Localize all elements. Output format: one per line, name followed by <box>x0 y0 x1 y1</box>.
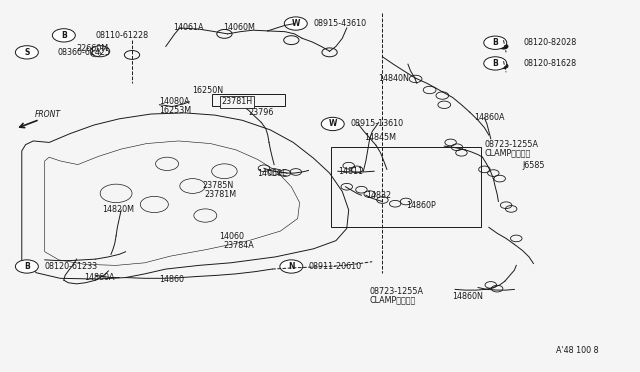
Text: B: B <box>492 59 498 68</box>
Text: 16253M: 16253M <box>159 106 191 115</box>
Text: 14860P: 14860P <box>406 201 436 210</box>
Text: 23785N: 23785N <box>202 181 234 190</box>
Circle shape <box>52 29 76 42</box>
Text: 14845M: 14845M <box>365 133 397 142</box>
Circle shape <box>284 17 307 30</box>
Text: J6585: J6585 <box>523 161 545 170</box>
Circle shape <box>484 36 507 49</box>
Text: 14820M: 14820M <box>102 205 134 215</box>
Text: B: B <box>24 262 29 271</box>
Text: N: N <box>288 262 294 271</box>
Circle shape <box>15 260 38 273</box>
Text: 14832: 14832 <box>366 191 391 200</box>
Text: 23781M: 23781M <box>204 190 236 199</box>
Text: W: W <box>328 119 337 128</box>
Text: W: W <box>292 19 300 28</box>
Bar <box>332 147 481 227</box>
Circle shape <box>484 57 507 70</box>
Text: 14811: 14811 <box>338 167 363 176</box>
Text: 14061A: 14061A <box>173 23 204 32</box>
Circle shape <box>499 63 508 68</box>
Text: 14860A: 14860A <box>474 113 505 122</box>
Bar <box>212 94 285 106</box>
Text: 22660M: 22660M <box>77 44 109 53</box>
Text: A'48 100 8: A'48 100 8 <box>556 346 598 355</box>
Text: 08915-13610: 08915-13610 <box>351 119 404 128</box>
Circle shape <box>499 44 508 49</box>
Circle shape <box>15 46 38 59</box>
Text: 23796: 23796 <box>248 108 274 117</box>
Text: FRONT: FRONT <box>35 110 61 119</box>
Text: 08911-20610: 08911-20610 <box>308 262 362 271</box>
Text: 08723-1255A: 08723-1255A <box>370 287 424 296</box>
Text: S: S <box>24 48 29 57</box>
Text: 14860N: 14860N <box>452 292 483 301</box>
Text: 08120-82028: 08120-82028 <box>524 38 577 47</box>
Text: 14860: 14860 <box>159 275 184 283</box>
Text: 08360-61425: 08360-61425 <box>58 48 111 57</box>
Text: 08915-43610: 08915-43610 <box>314 19 367 28</box>
Text: B: B <box>61 31 67 40</box>
Text: 23781H: 23781H <box>221 97 252 106</box>
Circle shape <box>280 260 303 273</box>
Text: 23784A: 23784A <box>223 241 254 250</box>
Text: 08723-1255A: 08723-1255A <box>484 140 538 149</box>
Text: 14860A: 14860A <box>84 273 115 282</box>
Text: B: B <box>492 38 498 47</box>
Text: 08120-81628: 08120-81628 <box>524 59 577 68</box>
Text: 08110-61228: 08110-61228 <box>96 31 149 40</box>
Text: 14060M: 14060M <box>223 23 255 32</box>
Text: 14060E: 14060E <box>257 169 287 177</box>
Text: CLAMPクランプ: CLAMPクランプ <box>370 295 416 304</box>
Text: 08120-61233: 08120-61233 <box>45 262 98 271</box>
Text: 14080A: 14080A <box>159 97 190 106</box>
Text: 14060: 14060 <box>220 232 244 241</box>
Text: 14840N: 14840N <box>379 74 410 83</box>
Text: CLAMPクランプ: CLAMPクランプ <box>484 148 531 157</box>
Text: 16250N: 16250N <box>193 86 224 95</box>
Circle shape <box>321 117 344 131</box>
